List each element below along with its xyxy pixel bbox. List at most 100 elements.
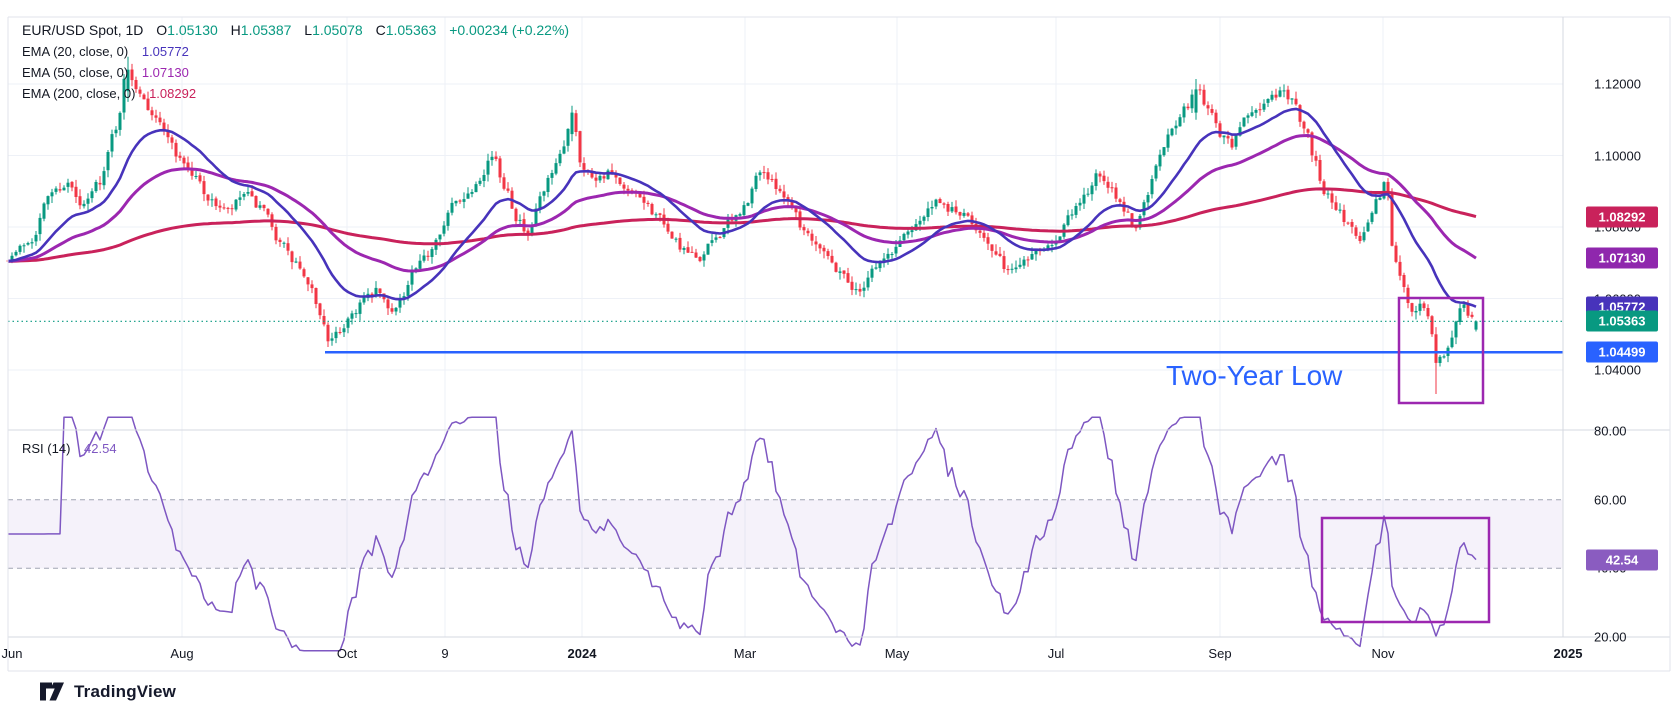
candle-body bbox=[1318, 160, 1322, 181]
rsi-highlight-rect[interactable] bbox=[1320, 516, 1491, 624]
candle-body bbox=[1302, 121, 1306, 129]
candle-body bbox=[330, 338, 334, 341]
footer-brand[interactable]: TradingView bbox=[40, 681, 176, 702]
candle-body bbox=[690, 251, 694, 253]
tradingview-logo-icon bbox=[40, 682, 64, 701]
candle-body bbox=[598, 175, 602, 181]
candle-body bbox=[1082, 194, 1086, 204]
candle-body bbox=[58, 189, 62, 191]
candle-body bbox=[378, 288, 382, 293]
candle-body bbox=[1190, 94, 1194, 109]
time-axis-label-2025[interactable]: 2025 bbox=[1553, 646, 1583, 661]
candle-body bbox=[910, 230, 914, 233]
candle-body bbox=[922, 216, 926, 221]
time-axis-label-May[interactable]: May bbox=[884, 646, 910, 661]
candle-body bbox=[814, 241, 818, 245]
candle-body bbox=[54, 188, 58, 192]
ema200-label: EMA (200, close, 0) bbox=[22, 86, 136, 101]
rsi-axis-label: 20.00 bbox=[1594, 629, 1627, 645]
candle-body bbox=[50, 192, 54, 197]
candle-body bbox=[10, 255, 14, 262]
candle-body bbox=[114, 129, 118, 134]
candle-body bbox=[618, 177, 622, 184]
time-axis-label-Jun[interactable]: Jun bbox=[1, 646, 23, 661]
open-label: O bbox=[156, 22, 168, 38]
candle-body bbox=[1306, 129, 1310, 133]
time-axis-label-Mar[interactable]: Mar bbox=[733, 646, 757, 661]
candle-body bbox=[26, 243, 30, 245]
candle-body bbox=[326, 324, 330, 342]
candle-body bbox=[438, 234, 442, 240]
candle-body bbox=[206, 194, 210, 201]
close-label: C bbox=[375, 22, 386, 38]
candle-body bbox=[718, 237, 722, 239]
candle-body bbox=[646, 202, 650, 204]
main-highlight-rect[interactable] bbox=[1397, 296, 1485, 405]
time-axis-label-Nov[interactable]: Nov bbox=[1371, 646, 1395, 661]
candle-body bbox=[774, 178, 778, 189]
candle-body bbox=[386, 299, 390, 309]
time-axis-label-Jul[interactable]: Jul bbox=[1047, 646, 1065, 661]
symbol-title[interactable]: EUR/USD Spot, 1D bbox=[22, 22, 144, 38]
candle-body bbox=[1338, 209, 1342, 211]
candle-body bbox=[182, 157, 186, 164]
candle-body bbox=[178, 155, 182, 158]
candle-body bbox=[1026, 259, 1030, 261]
candle-body bbox=[530, 225, 534, 235]
indicator-row-ema50[interactable]: EMA (50, close, 0) 1.07130 bbox=[22, 62, 569, 83]
candle-body bbox=[454, 200, 458, 204]
candle-body bbox=[102, 171, 106, 186]
candle-body bbox=[390, 308, 394, 312]
rsi-legend[interactable]: RSI (14) 42.54 bbox=[22, 441, 117, 456]
time-axis-label-Aug[interactable]: Aug bbox=[170, 646, 194, 661]
candle-body bbox=[682, 248, 686, 250]
candle-body bbox=[1126, 211, 1130, 213]
time-axis-label-Oct[interactable]: Oct bbox=[336, 646, 358, 661]
candle-body bbox=[694, 252, 698, 258]
candle-body bbox=[534, 208, 538, 225]
candle-body bbox=[938, 199, 942, 203]
candle-body bbox=[1094, 173, 1098, 186]
candle-body bbox=[278, 239, 282, 242]
last-price-badge: 1.05363 bbox=[1586, 310, 1658, 332]
candle-body bbox=[46, 196, 50, 205]
candle-body bbox=[742, 205, 746, 215]
candle-body bbox=[794, 206, 798, 213]
candle-body bbox=[1086, 193, 1090, 195]
time-axis-label-9[interactable]: 9 bbox=[441, 646, 449, 661]
candle-body bbox=[374, 287, 378, 297]
candle-body bbox=[642, 196, 646, 203]
candle-body bbox=[750, 188, 754, 204]
candle-body bbox=[970, 215, 974, 225]
indicator-row-ema200[interactable]: EMA (200, close, 0) 1.08292 bbox=[22, 83, 569, 104]
candle-body bbox=[34, 234, 38, 242]
indicator-row-ema20[interactable]: EMA (20, close, 0) 1.05772 bbox=[22, 41, 569, 62]
time-axis-label-2024[interactable]: 2024 bbox=[567, 646, 597, 661]
candle-body bbox=[346, 318, 350, 328]
candle-body bbox=[554, 163, 558, 174]
candle-body bbox=[1050, 245, 1054, 247]
candle-body bbox=[838, 271, 842, 273]
candle-body bbox=[306, 277, 310, 285]
time-axis-label-Sep[interactable]: Sep bbox=[1208, 646, 1232, 661]
candle-body bbox=[902, 233, 906, 241]
candle-body bbox=[994, 251, 998, 255]
candle-body bbox=[982, 232, 986, 238]
candle-body bbox=[1198, 89, 1202, 91]
candle-body bbox=[1286, 89, 1290, 100]
candle-body bbox=[818, 244, 822, 249]
candle-body bbox=[334, 331, 338, 339]
candle-body bbox=[398, 299, 402, 308]
open-value: 1.05130 bbox=[167, 22, 218, 38]
candle-body bbox=[350, 313, 354, 319]
candle-body bbox=[218, 205, 222, 208]
candle-body bbox=[1294, 98, 1298, 105]
two-year-low-annotation[interactable]: Two-Year Low bbox=[1166, 360, 1343, 391]
candle-body bbox=[1418, 303, 1422, 311]
candle-body bbox=[758, 172, 762, 176]
candle-body bbox=[778, 188, 782, 192]
candle-body bbox=[622, 184, 626, 189]
candle-body bbox=[706, 243, 710, 255]
candle-body bbox=[222, 207, 226, 209]
